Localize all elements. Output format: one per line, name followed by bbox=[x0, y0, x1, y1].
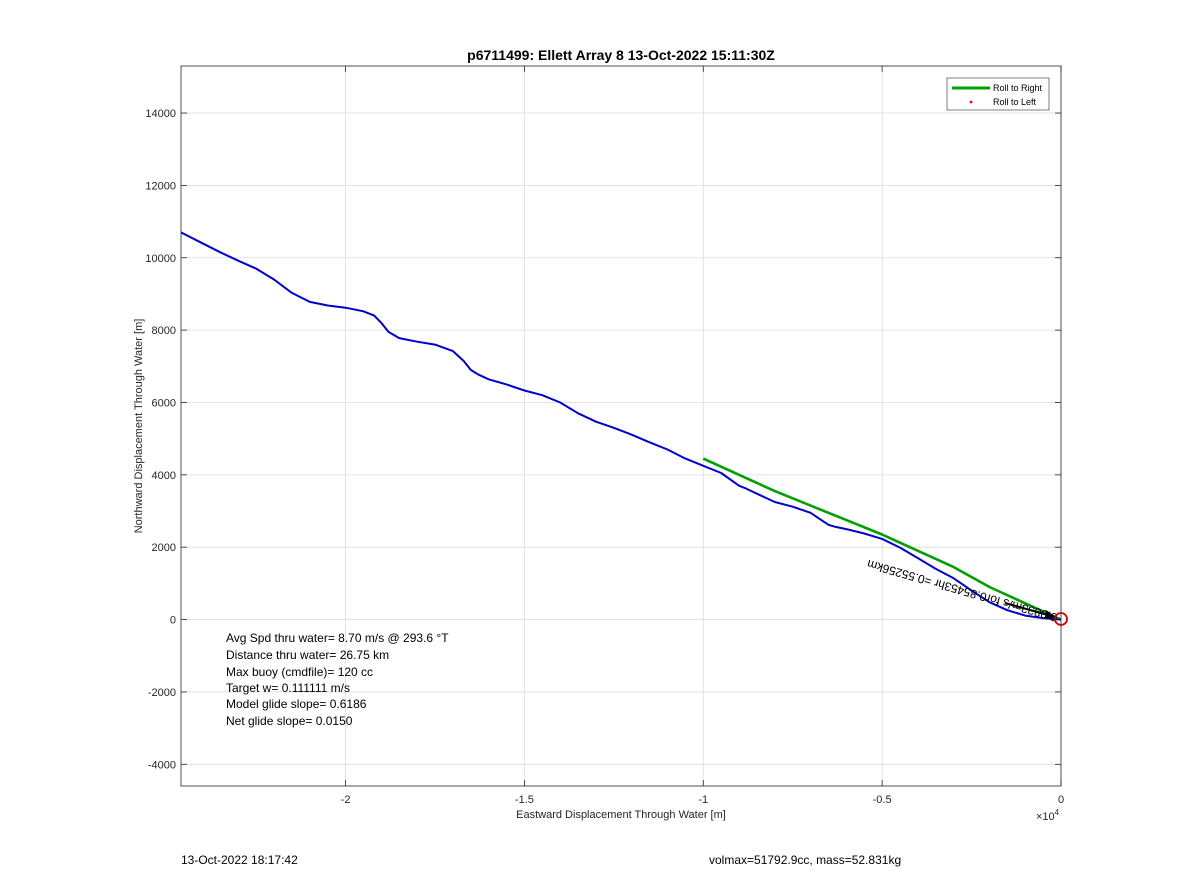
tick-marks bbox=[181, 66, 1062, 786]
series-track-line bbox=[181, 231, 1061, 621]
stat-avg-speed: Avg Spd thru water= 8.70 m/s @ 293.6 °T bbox=[226, 631, 449, 645]
footer-vehicle-info: volmax=51792.9cc, mass=52.831kg bbox=[709, 853, 902, 867]
legend: Roll to Right Roll to Left bbox=[946, 77, 1050, 111]
y-tick-label: 0 bbox=[170, 615, 176, 627]
legend-label-roll-right: Roll to Right bbox=[993, 83, 1043, 93]
series-layer bbox=[181, 231, 1061, 621]
y-tick-label: 10000 bbox=[145, 253, 176, 265]
glider-position-marker bbox=[1054, 612, 1068, 626]
y-tick-label: 8000 bbox=[152, 325, 176, 337]
x-tick-label: -2 bbox=[341, 794, 351, 806]
stats-annotation: Avg Spd thru water= 8.70 m/s @ 293.6 °T … bbox=[226, 631, 449, 728]
legend-swatch-roll-left bbox=[969, 100, 973, 104]
x-axis-label: Eastward Displacement Through Water [m] bbox=[516, 809, 726, 821]
stat-max-buoy: Max buoy (cmdfile)= 120 cc bbox=[226, 665, 373, 679]
footer-timestamp: 13-Oct-2022 18:17:42 bbox=[181, 853, 298, 867]
x-exponent-label: ×104 bbox=[1036, 808, 1060, 823]
x-tick-label: -0.5 bbox=[873, 794, 892, 806]
axes-box bbox=[180, 65, 1062, 787]
chart-title: p6711499: Ellett Array 8 13-Oct-2022 15:… bbox=[467, 47, 775, 63]
series-roll-right-line bbox=[702, 457, 1061, 621]
stat-net-glide: Net glide slope= 0.0150 bbox=[226, 714, 353, 728]
arrow-head bbox=[1045, 610, 1057, 619]
y-tick-label: 14000 bbox=[145, 108, 176, 120]
legend-box bbox=[946, 77, 1050, 111]
y-axis-label: Northward Displacement Through Water [m] bbox=[133, 319, 145, 534]
plot-area bbox=[181, 66, 1061, 786]
stat-distance: Distance thru water= 26.75 km bbox=[226, 648, 389, 662]
x-tick-label: -1 bbox=[698, 794, 708, 806]
y-tick-label: 2000 bbox=[152, 542, 176, 554]
tick-labels: -2 -1.5 -1 -0.5 0 -4000 -2000 0 2000 4000 6000 8000… bbox=[145, 108, 1064, 806]
y-tick-label: -2000 bbox=[148, 687, 176, 699]
legend-label-roll-left: Roll to Left bbox=[993, 97, 1037, 107]
x-tick-label: -1.5 bbox=[515, 794, 534, 806]
stat-model-glide: Model glide slope= 0.6186 bbox=[226, 697, 367, 711]
y-tick-label: 12000 bbox=[145, 180, 176, 192]
y-tick-label: 6000 bbox=[152, 397, 176, 409]
grid-lines bbox=[181, 66, 1062, 786]
y-tick-label: -4000 bbox=[148, 759, 176, 771]
stat-target-w: Target w= 0.111111 m/s bbox=[226, 681, 350, 695]
y-tick-label: 4000 bbox=[152, 470, 176, 482]
x-tick-label: 0 bbox=[1058, 794, 1064, 806]
